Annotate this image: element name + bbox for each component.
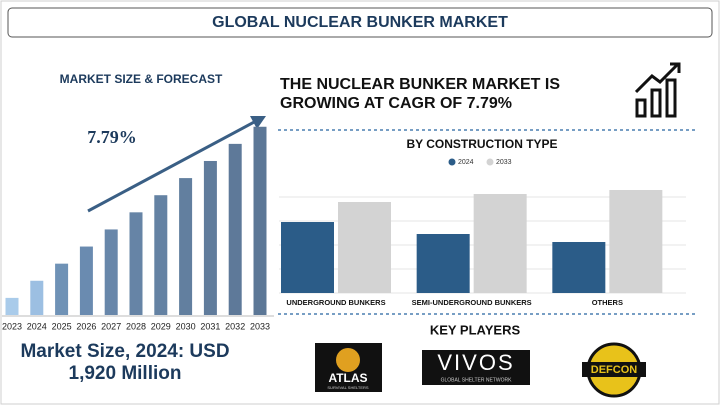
page-title: GLOBAL NUCLEAR BUNKER MARKET [212,14,508,31]
x-tick-label: 2033 [250,321,270,331]
x-tick-label: 2026 [76,321,96,331]
bar [30,280,44,315]
x-tick-label: 2027 [101,321,121,331]
bar [179,178,193,315]
growth-arrow [87,118,259,213]
x-tick-label: 2024 [27,321,47,331]
bar [253,126,267,315]
market-size: 1,920 Million [69,363,182,384]
logo-mark [336,348,360,372]
legend-label: 2033 [496,159,512,166]
bar [129,212,143,315]
logo-name: DEFCON [591,364,638,376]
headline: GROWING AT CAGR OF 7.79% [280,95,512,112]
key-players-title: KEY PLAYERS [430,322,521,337]
headline: THE NUCLEAR BUNKER MARKET IS [280,76,560,93]
x-tick-label: OTHERS [592,298,623,307]
bar [416,234,470,293]
x-tick-label: 2031 [200,321,220,331]
logo-name: ATLAS [328,371,367,385]
arrow-head [250,116,266,129]
cagr-annotation: 7.79% [87,127,137,147]
bar [79,246,93,315]
bar [609,190,663,293]
logo-vivos [422,350,530,385]
logo-tagline: SURVIVAL SHELTERS [327,385,369,390]
legend-swatch [448,158,456,166]
x-tick-label: 2025 [52,321,72,331]
logo-tagline: GLOBAL SHELTER NETWORK [441,377,513,383]
title-box [7,7,713,38]
growth-icon [634,62,681,118]
x-tick-label: 2032 [225,321,245,331]
x-tick-label: SEMI-UNDERGROUND BUNKERS [412,298,532,307]
segment-title: BY CONSTRUCTION TYPE [406,137,557,151]
bar [228,143,242,315]
bar [203,160,217,315]
bar [552,242,606,293]
bar [473,194,527,293]
x-tick-label: 2029 [151,321,171,331]
bar [55,263,69,315]
bar [104,229,118,315]
bar [5,297,19,315]
x-tick-label: 2023 [2,321,22,331]
x-tick-label: UNDERGROUND BUNKERS [286,298,385,307]
forecast-title: MARKET SIZE & FORECAST [60,72,223,86]
bar [154,195,168,315]
bar [338,202,391,293]
logo-band [582,362,646,377]
bar [281,222,334,293]
x-tick-label: 2030 [176,321,196,331]
market-size: Market Size, 2024: USD [20,341,229,362]
legend-label: 2024 [458,159,474,166]
logo-name: VIVOS [437,350,514,375]
legend-swatch [486,158,494,166]
x-tick-label: 2028 [126,321,146,331]
